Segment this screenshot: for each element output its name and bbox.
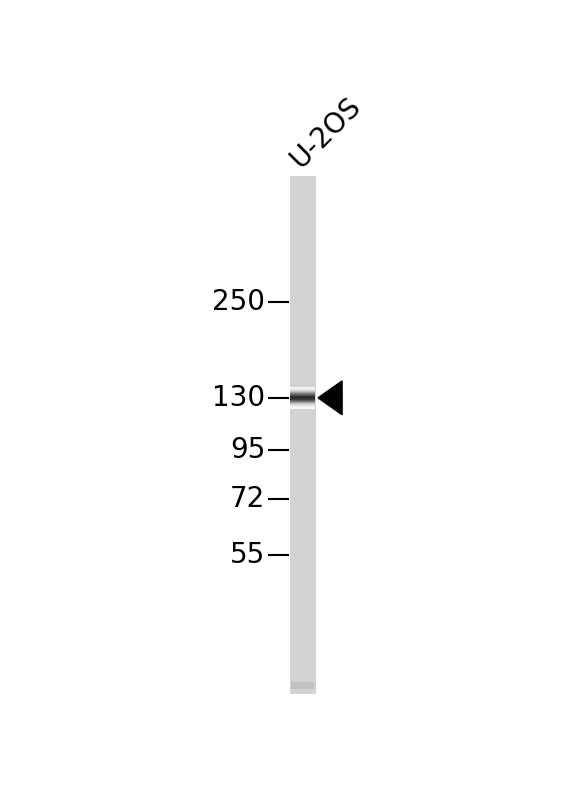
Text: 130: 130 [212,384,266,412]
Text: 72: 72 [230,486,266,514]
Bar [289,176,316,694]
Bar [291,682,314,689]
Text: 250: 250 [212,288,266,316]
Text: U-2OS: U-2OS [285,91,367,173]
Text: 55: 55 [230,541,266,569]
Polygon shape [318,381,342,414]
Text: 95: 95 [230,436,266,464]
